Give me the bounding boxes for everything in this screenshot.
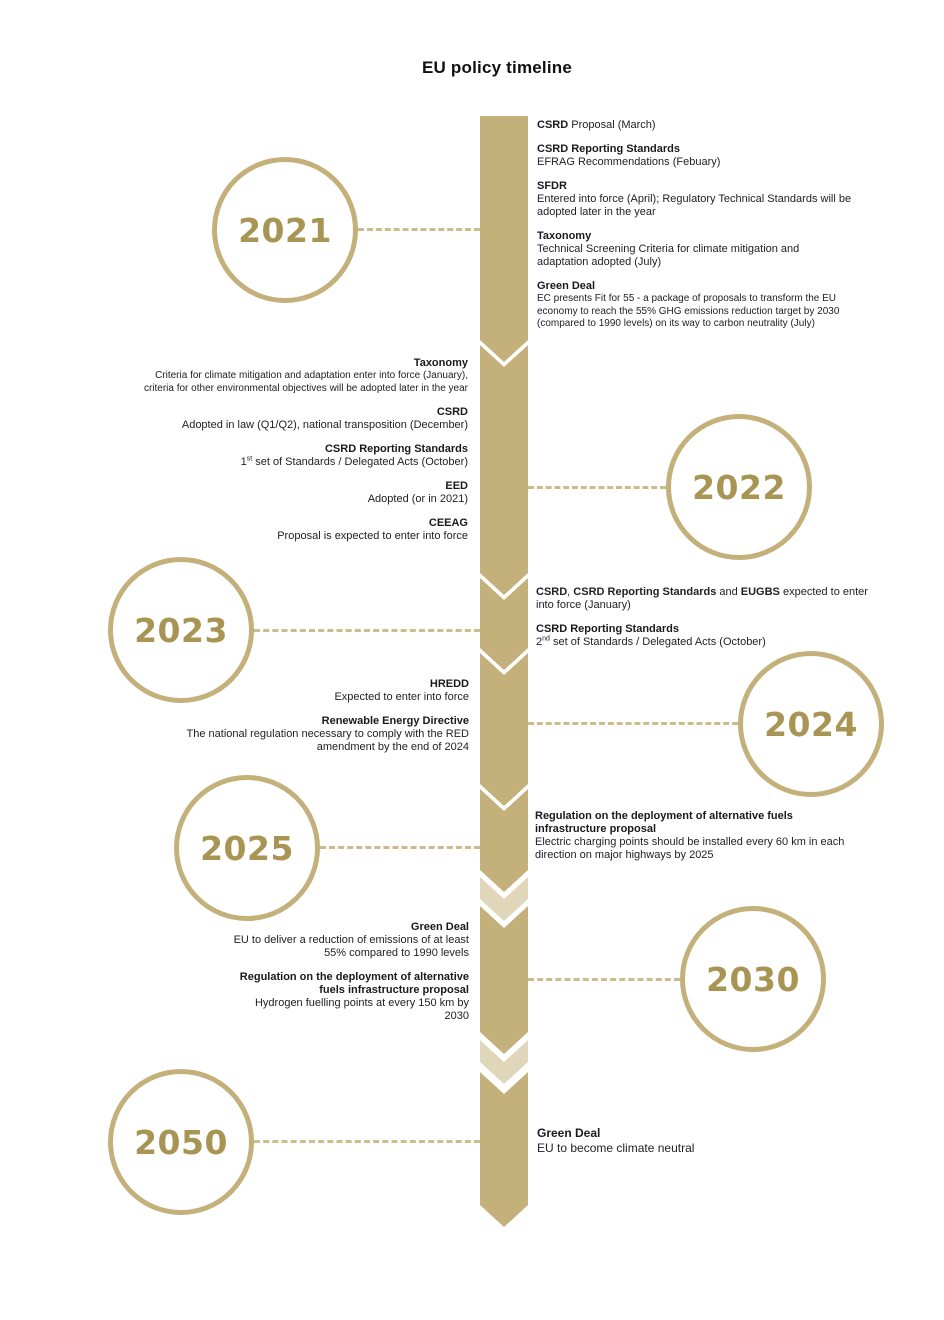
arrow-segment <box>480 345 528 595</box>
event-hredd: HREDD Expected to enter into force <box>160 678 469 704</box>
connector-2025 <box>320 846 480 849</box>
event-desc: Adopted (or in 2021) <box>367 493 468 505</box>
event-csrd-standards: CSRD Reporting Standards 2nd set of Stan… <box>536 623 881 649</box>
arrow-segment <box>480 789 528 892</box>
year-label: 2025 <box>200 828 294 868</box>
arrow-segment <box>480 877 528 921</box>
event-desc: Proposal is expected to enter into force <box>277 530 468 542</box>
year-circle-2050: 2050 <box>108 1069 254 1215</box>
event-title: Renewable Energy Directive <box>321 715 469 727</box>
events-2023: CSRD, CSRD Reporting Standards and EUGBS… <box>536 586 881 660</box>
event-desc: EU to become climate neutral <box>537 1141 695 1155</box>
event-title: Green Deal <box>410 921 469 933</box>
year-label: 2050 <box>134 1122 228 1162</box>
arrow-segment <box>480 1040 528 1084</box>
event-green-deal: Green Deal EU to deliver a reduction of … <box>230 921 469 960</box>
event-desc: Electric charging points should be insta… <box>535 836 845 861</box>
connector-2030 <box>528 978 680 981</box>
event-taxonomy: Taxonomy Technical Screening Criteria fo… <box>537 230 877 269</box>
arrow-segment <box>480 116 528 362</box>
year-label: 2023 <box>134 610 228 650</box>
year-circle-2030: 2030 <box>680 906 826 1052</box>
event-afir-electric: Regulation on the deployment of alternat… <box>535 810 870 862</box>
year-circle-2023: 2023 <box>108 557 254 703</box>
year-circle-2024: 2024 <box>738 651 884 797</box>
event-desc: Hydrogen fuelling points at every 150 km… <box>254 997 469 1022</box>
page-title: EU policy timeline <box>421 58 573 77</box>
event-csrd: CSRD Adopted in law (Q1/Q2), national tr… <box>132 406 468 432</box>
event-title: CSRD Reporting Standards <box>536 623 680 635</box>
event-sfdr: SFDR Entered into force (April); Regulat… <box>537 180 877 219</box>
event-eed: EED Adopted (or in 2021) <box>132 480 468 506</box>
event-title: SFDR <box>537 180 567 192</box>
event-desc: Proposal (March) <box>568 119 656 131</box>
year-label: 2021 <box>238 210 332 250</box>
event-title: CSRD <box>436 406 468 418</box>
event-ceeag: CEEAG Proposal is expected to enter into… <box>132 517 468 543</box>
event-title: CEEAG <box>428 517 468 529</box>
event-desc: Entered into force (April); Regulatory T… <box>537 193 852 218</box>
arrow-segment <box>480 1072 528 1227</box>
event-desc: EU to deliver a reduction of emissions o… <box>233 934 469 959</box>
event-title: Taxonomy <box>537 230 592 242</box>
event-afir-hydrogen: Regulation on the deployment of alternat… <box>230 971 469 1023</box>
event-title: HREDD <box>429 678 469 690</box>
arrow-segment <box>480 906 528 1054</box>
event-taxonomy: Taxonomy Criteria for climate mitigation… <box>132 357 468 395</box>
event-title: CSRD Reporting Standards <box>537 143 681 155</box>
event-desc: Criteria for climate mitigation and adap… <box>143 370 468 394</box>
event-desc: EFRAG Recommendations (Febuary) <box>537 156 721 168</box>
event-green-deal: Green Deal EC presents Fit for 55 - a pa… <box>537 280 877 331</box>
event-title: Regulation on the deployment of alternat… <box>535 810 793 835</box>
event-csrd-standards: CSRD Reporting Standards EFRAG Recommend… <box>537 143 877 169</box>
year-label: 2022 <box>692 467 786 507</box>
year-label: 2030 <box>706 959 800 999</box>
event-title: Regulation on the deployment of alternat… <box>239 971 469 996</box>
event-title: Green Deal <box>537 280 596 292</box>
events-2030: Green Deal EU to deliver a reduction of … <box>230 921 469 1034</box>
events-2050: Green Deal EU to become climate neutral <box>537 1126 797 1167</box>
event-title: Taxonomy <box>413 357 468 369</box>
year-label: 2024 <box>764 704 858 744</box>
event-desc: EC presents Fit for 55 - a package of pr… <box>537 293 840 329</box>
connector-2021 <box>358 228 480 231</box>
event-desc: Technical Screening Criteria for climate… <box>537 243 800 268</box>
event-title: CSRD <box>537 119 569 131</box>
events-2025: Regulation on the deployment of alternat… <box>535 810 870 873</box>
connector-2023 <box>254 629 480 632</box>
event-desc: The national regulation necessary to com… <box>186 728 469 753</box>
connector-2050 <box>254 1140 480 1143</box>
connector-2024 <box>528 722 738 725</box>
event-desc: Adopted in law (Q1/Q2), national transpo… <box>181 419 468 431</box>
connector-2022 <box>528 486 666 489</box>
arrow-segment <box>480 653 528 806</box>
arrow-segment <box>480 578 528 670</box>
events-2021: CSRD Proposal (March) CSRD Reporting Sta… <box>537 119 877 342</box>
year-circle-2022: 2022 <box>666 414 812 560</box>
event-csrd-proposal: CSRD Proposal (March) <box>537 119 877 132</box>
year-circle-2025: 2025 <box>174 775 320 921</box>
event-green-deal: Green Deal EU to become climate neutral <box>537 1126 797 1156</box>
events-2024: HREDD Expected to enter into force Renew… <box>160 678 469 765</box>
event-title: EED <box>445 480 468 492</box>
event-title: Green Deal <box>537 1126 601 1140</box>
event-desc: Expected to enter into force <box>334 691 469 703</box>
event-desc: 2nd set of Standards / Delegated Acts (O… <box>536 635 766 648</box>
events-2022: Taxonomy Criteria for climate mitigation… <box>132 357 468 554</box>
event-title: CSRD Reporting Standards <box>324 443 468 455</box>
event-csrd-standards: CSRD Reporting Standards 1st set of Stan… <box>132 443 468 469</box>
year-circle-2021: 2021 <box>212 157 358 303</box>
event-red: Renewable Energy Directive The national … <box>160 715 469 754</box>
event-desc: 1st set of Standards / Delegated Acts (O… <box>240 455 468 468</box>
event-csrd-eugbs: CSRD, CSRD Reporting Standards and EUGBS… <box>536 586 868 611</box>
